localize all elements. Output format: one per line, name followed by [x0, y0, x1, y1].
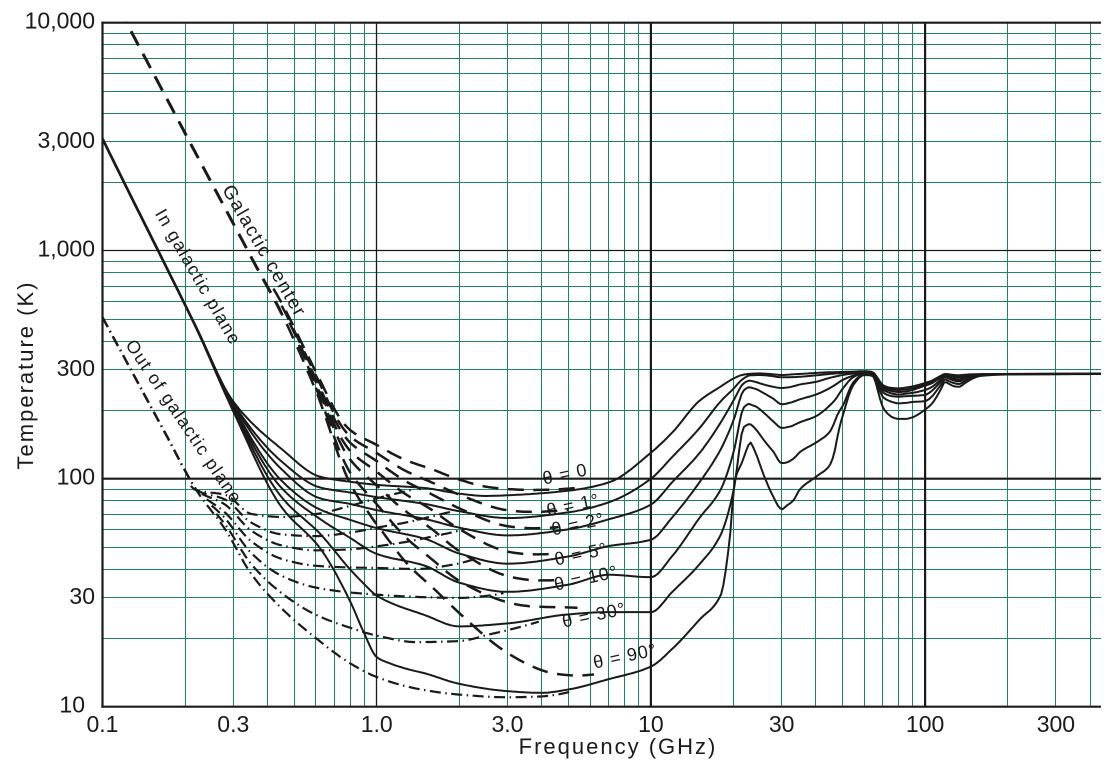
- svg-text:0.3: 0.3: [217, 711, 249, 737]
- svg-text:300: 300: [57, 355, 95, 381]
- svg-text:10: 10: [59, 692, 85, 718]
- svg-text:1,000: 1,000: [37, 236, 95, 262]
- svg-text:3,000: 3,000: [37, 127, 95, 153]
- svg-text:30: 30: [769, 711, 795, 737]
- svg-text:300: 300: [1037, 711, 1075, 737]
- svg-text:1.0: 1.0: [361, 711, 393, 737]
- svg-text:30: 30: [69, 583, 95, 609]
- svg-text:0.1: 0.1: [87, 711, 119, 737]
- svg-text:10,000: 10,000: [25, 8, 95, 34]
- svg-text:10: 10: [638, 711, 664, 737]
- svg-text:100: 100: [906, 711, 944, 737]
- svg-text:Temperature (K): Temperature (K): [13, 281, 38, 470]
- svg-text:Frequency (GHz): Frequency (GHz): [519, 734, 718, 759]
- svg-text:100: 100: [57, 464, 95, 490]
- svg-text:3.0: 3.0: [492, 711, 524, 737]
